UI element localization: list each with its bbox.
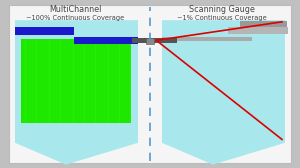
Bar — [15, 27, 74, 35]
Bar — [74, 37, 138, 44]
Text: Scanning Gauge: Scanning Gauge — [189, 5, 255, 14]
Bar — [162, 37, 252, 41]
Bar — [21, 39, 130, 123]
Polygon shape — [15, 20, 138, 165]
Text: MultiChannel: MultiChannel — [49, 5, 101, 14]
Bar — [240, 21, 286, 27]
Text: ~100% Continuous Coverage: ~100% Continuous Coverage — [26, 15, 124, 21]
Bar — [132, 38, 177, 43]
Bar — [146, 38, 154, 44]
Text: ~1% Continuous Coverage: ~1% Continuous Coverage — [177, 15, 267, 21]
Bar — [228, 27, 288, 34]
Polygon shape — [162, 20, 285, 165]
